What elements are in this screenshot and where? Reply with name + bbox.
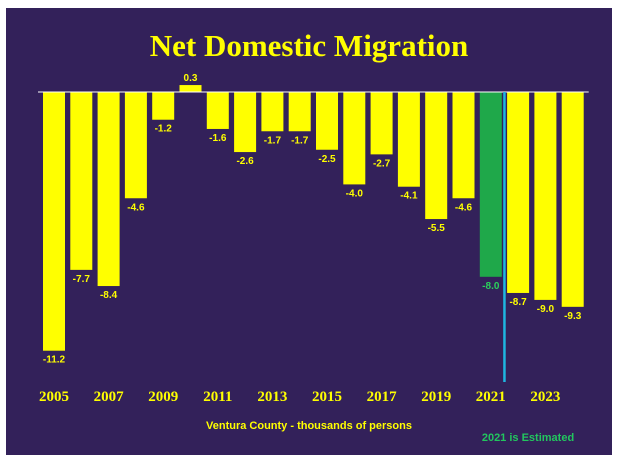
x-tick-2019: 2019 bbox=[421, 389, 451, 405]
bar-2009 bbox=[152, 92, 175, 120]
x-tick-2007: 2007 bbox=[94, 389, 125, 405]
x-tick-2023: 2023 bbox=[530, 389, 560, 405]
x-tick-2021: 2021 bbox=[476, 389, 506, 405]
value-label-2008: -4.6 bbox=[127, 202, 145, 213]
value-label-2018: -4.1 bbox=[400, 191, 418, 202]
x-tick-2011: 2011 bbox=[203, 389, 232, 405]
x-tick-2005: 2005 bbox=[39, 389, 69, 405]
chart-container: Net Domestic Migration -11.2 -7.7 -8.4 -4.6… bbox=[6, 8, 612, 455]
bar-2021 bbox=[479, 92, 502, 277]
value-label-2005: -11.2 bbox=[43, 355, 66, 366]
value-label-2012: -2.6 bbox=[236, 156, 254, 167]
bar-2010 bbox=[179, 85, 202, 92]
value-label-2023: -9.0 bbox=[537, 304, 555, 315]
estimate-note: 2021 is Estimated bbox=[482, 432, 574, 444]
value-label-2007: -8.4 bbox=[100, 290, 118, 301]
bar-2019 bbox=[425, 92, 448, 220]
value-label-2010: 0.3 bbox=[184, 73, 198, 84]
bar-2022 bbox=[507, 92, 530, 293]
value-label-2013: -1.7 bbox=[264, 135, 282, 146]
bar-2015 bbox=[316, 92, 338, 150]
value-label-2019: -5.5 bbox=[428, 223, 446, 234]
bar-2018 bbox=[397, 92, 420, 187]
value-label-2022: -8.7 bbox=[509, 297, 527, 308]
bar-2007 bbox=[97, 92, 120, 287]
chart-title: Net Domestic Migration bbox=[150, 28, 469, 63]
bar-2006 bbox=[70, 92, 93, 270]
x-tick-2009: 2009 bbox=[148, 389, 178, 405]
value-label-2011: -1.6 bbox=[209, 133, 227, 144]
value-label-2006: -7.7 bbox=[73, 274, 91, 285]
value-label-2017: -2.7 bbox=[373, 158, 391, 169]
bar-2017 bbox=[370, 92, 393, 155]
value-label-2020: -4.6 bbox=[455, 202, 473, 213]
x-tick-2017: 2017 bbox=[367, 389, 398, 405]
value-labels-group: -11.2 -7.7 -8.4 -4.6 -1.2 0.3 -1.6 -2.6 -1.7 -1.7… bbox=[43, 73, 582, 366]
x-tick-2013: 2013 bbox=[257, 389, 287, 405]
bar-2023 bbox=[534, 92, 557, 300]
value-label-2016: -4.0 bbox=[346, 188, 364, 199]
x-tick-labels-group: 2005 2007 2009 2011 2013 2015 2017 2019 2021 2023 bbox=[39, 389, 560, 405]
value-label-2015: -2.5 bbox=[318, 154, 336, 165]
value-label-2024: -9.3 bbox=[564, 311, 582, 322]
bar-2008 bbox=[124, 92, 147, 199]
bar-2024 bbox=[561, 92, 584, 307]
value-label-2021: -8.0 bbox=[482, 281, 500, 292]
bar-2016 bbox=[343, 92, 366, 185]
x-axis-label: Ventura County - thousands of persons bbox=[206, 420, 412, 432]
value-label-2014: -1.7 bbox=[291, 135, 309, 146]
bar-2020 bbox=[452, 92, 475, 199]
bar-2005 bbox=[43, 92, 65, 351]
bars-group bbox=[43, 85, 584, 351]
bar-chart: Net Domestic Migration -11.2 -7.7 -8.4 -4.6… bbox=[38, 28, 589, 444]
bar-2014 bbox=[288, 92, 311, 132]
value-label-2009: -1.2 bbox=[155, 124, 173, 135]
bar-2012 bbox=[234, 92, 257, 153]
x-tick-2015: 2015 bbox=[312, 389, 342, 405]
bar-2011 bbox=[206, 92, 229, 129]
bar-2013 bbox=[261, 92, 284, 132]
